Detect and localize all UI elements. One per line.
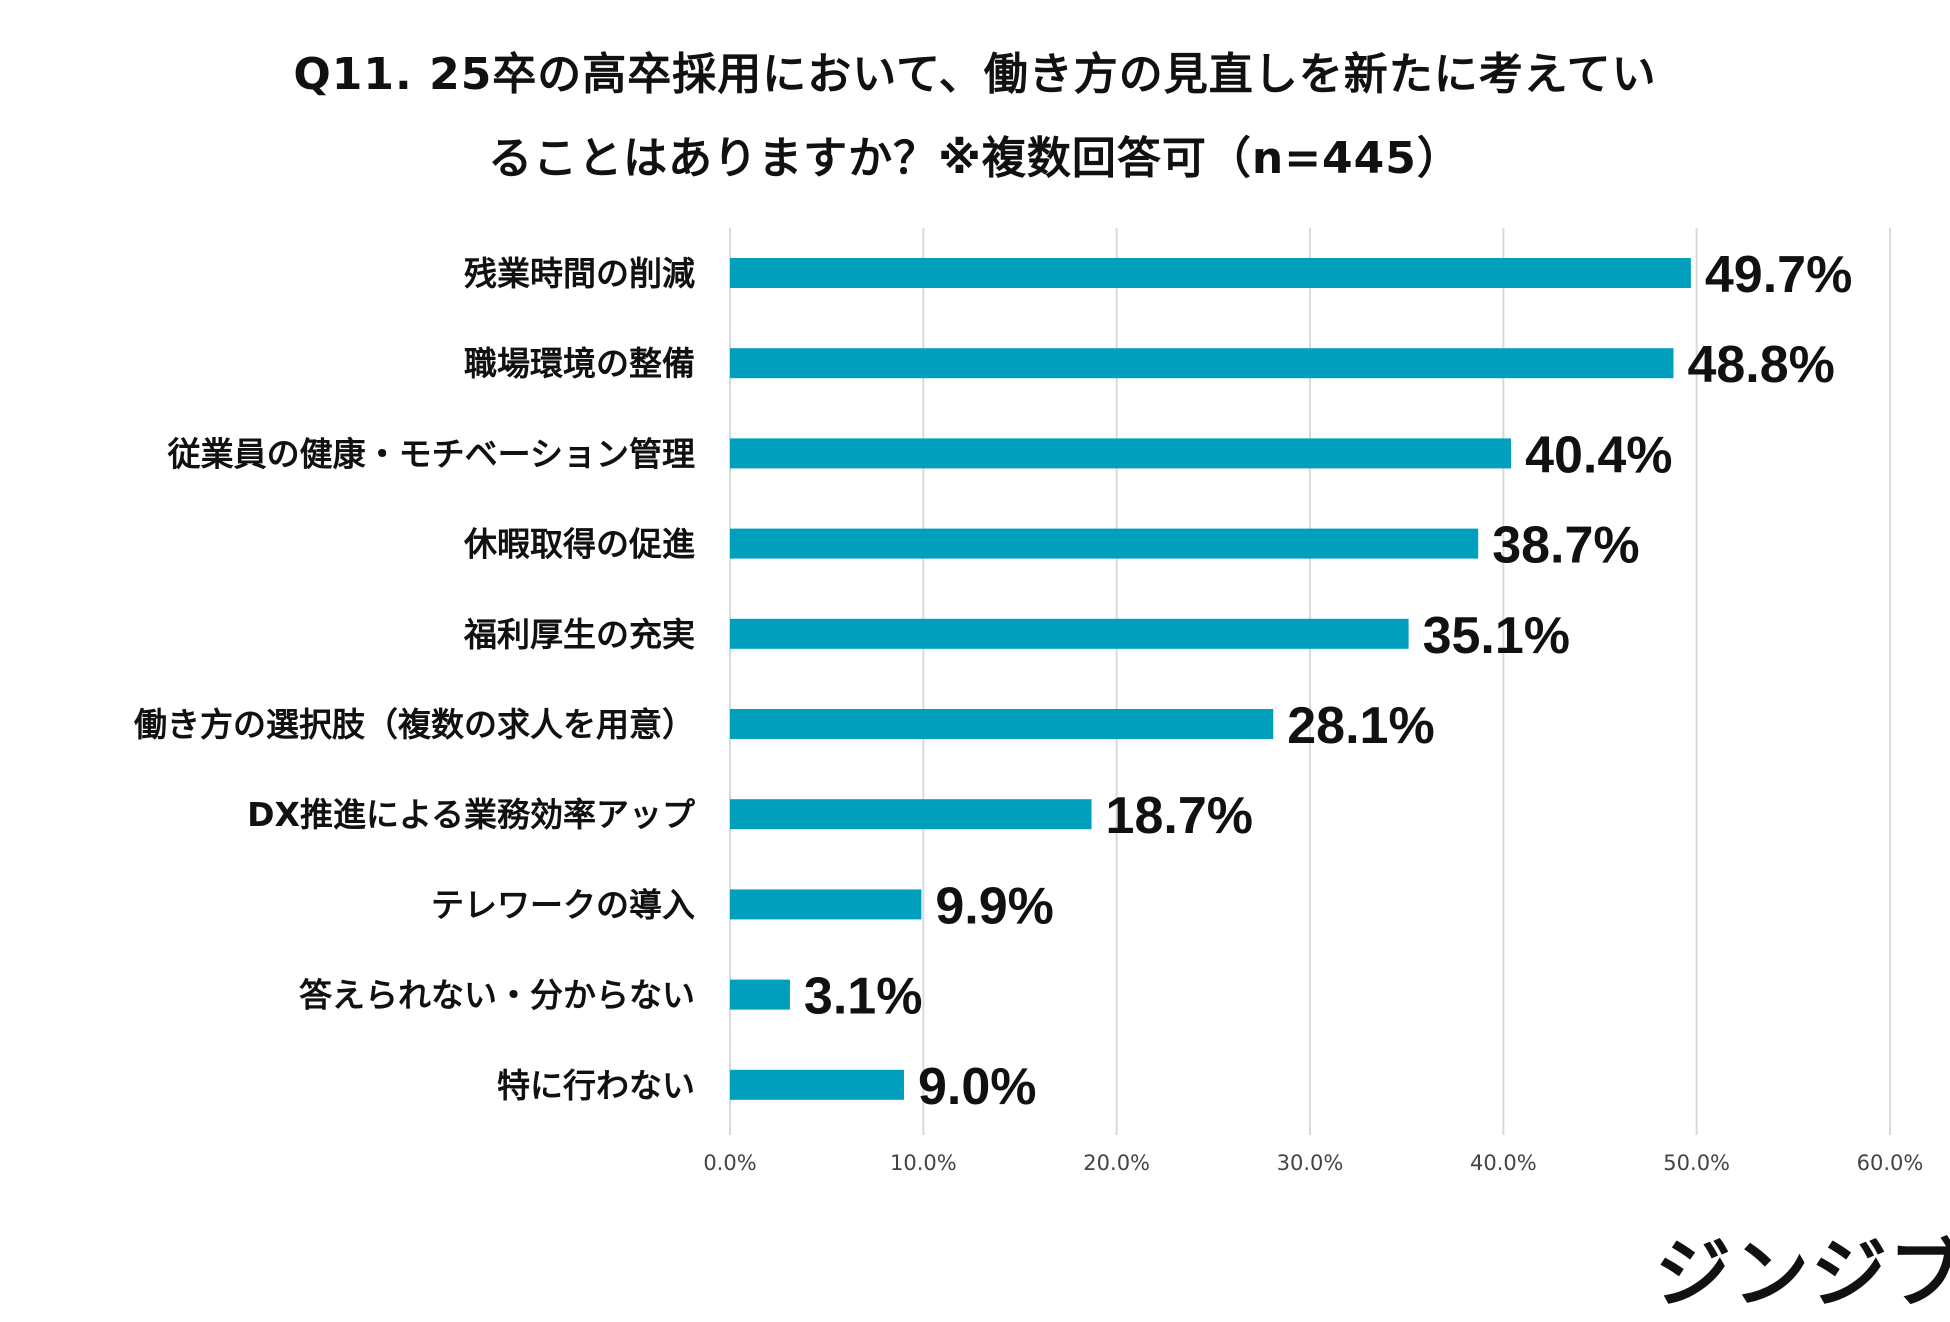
x-tick-label: 10.0%: [890, 1151, 957, 1175]
bar: [730, 709, 1274, 739]
data-label: 28.1%: [1287, 697, 1434, 755]
data-label: 9.9%: [935, 877, 1054, 935]
bar: [730, 348, 1674, 379]
chart-title-line-1: Q11. 25卒の高卒採用において、働き方の見直しを新たに考えてい: [293, 49, 1657, 100]
x-tick-label: 40.0%: [1470, 1151, 1537, 1175]
data-label: 38.7%: [1492, 517, 1639, 575]
x-tick-label: 50.0%: [1663, 1151, 1730, 1175]
bar: [730, 258, 1691, 288]
data-label: 18.7%: [1106, 787, 1253, 845]
chart-title-line-2: ることはありますか？※複数回答可（n=445）: [488, 133, 1462, 184]
bar: [730, 799, 1092, 830]
gridlines: [729, 228, 1891, 1135]
category-label: テレワークの導入: [431, 885, 695, 924]
bar: [730, 979, 790, 1010]
bar: [730, 438, 1512, 469]
category-label: 休暇取得の促進: [463, 525, 695, 564]
category-label: 従業員の健康・モチベーション管理: [167, 434, 695, 473]
labels: 0.0% 10.0% 20.0% 30.0% 40.0% 50.0% 60.0% 残業時間の削…: [134, 246, 1923, 1175]
category-label: 職場環境の整備: [464, 344, 695, 383]
bar: [730, 618, 1409, 649]
category-label: 特に行わない: [497, 1066, 695, 1105]
category-label: 働き方の選択肢（複数の求人を用意）: [134, 705, 695, 744]
data-label: 9.0%: [918, 1058, 1037, 1116]
x-tick-label: 0.0%: [703, 1151, 756, 1175]
x-tick-label: 30.0%: [1277, 1151, 1344, 1175]
category-label: 残業時間の削減: [464, 254, 695, 293]
category-label: 福利厚生の充実: [463, 615, 695, 654]
bar: [730, 1069, 904, 1100]
data-label: 48.8%: [1687, 336, 1834, 394]
x-tick-label: 20.0%: [1083, 1151, 1150, 1175]
data-label: 40.4%: [1525, 426, 1672, 484]
bar: [730, 528, 1479, 559]
bar: [730, 889, 922, 920]
x-tick-label: 60.0%: [1857, 1151, 1924, 1175]
data-label: 49.7%: [1705, 246, 1852, 304]
category-label: DX推進による業務効率アップ: [247, 795, 696, 834]
brand-logo: ジンジブ: [1655, 1229, 1950, 1318]
bars: [730, 258, 1691, 1100]
category-label: 答えられない・分からない: [299, 976, 695, 1015]
data-label: 3.1%: [804, 968, 923, 1026]
data-label: 35.1%: [1423, 607, 1570, 665]
